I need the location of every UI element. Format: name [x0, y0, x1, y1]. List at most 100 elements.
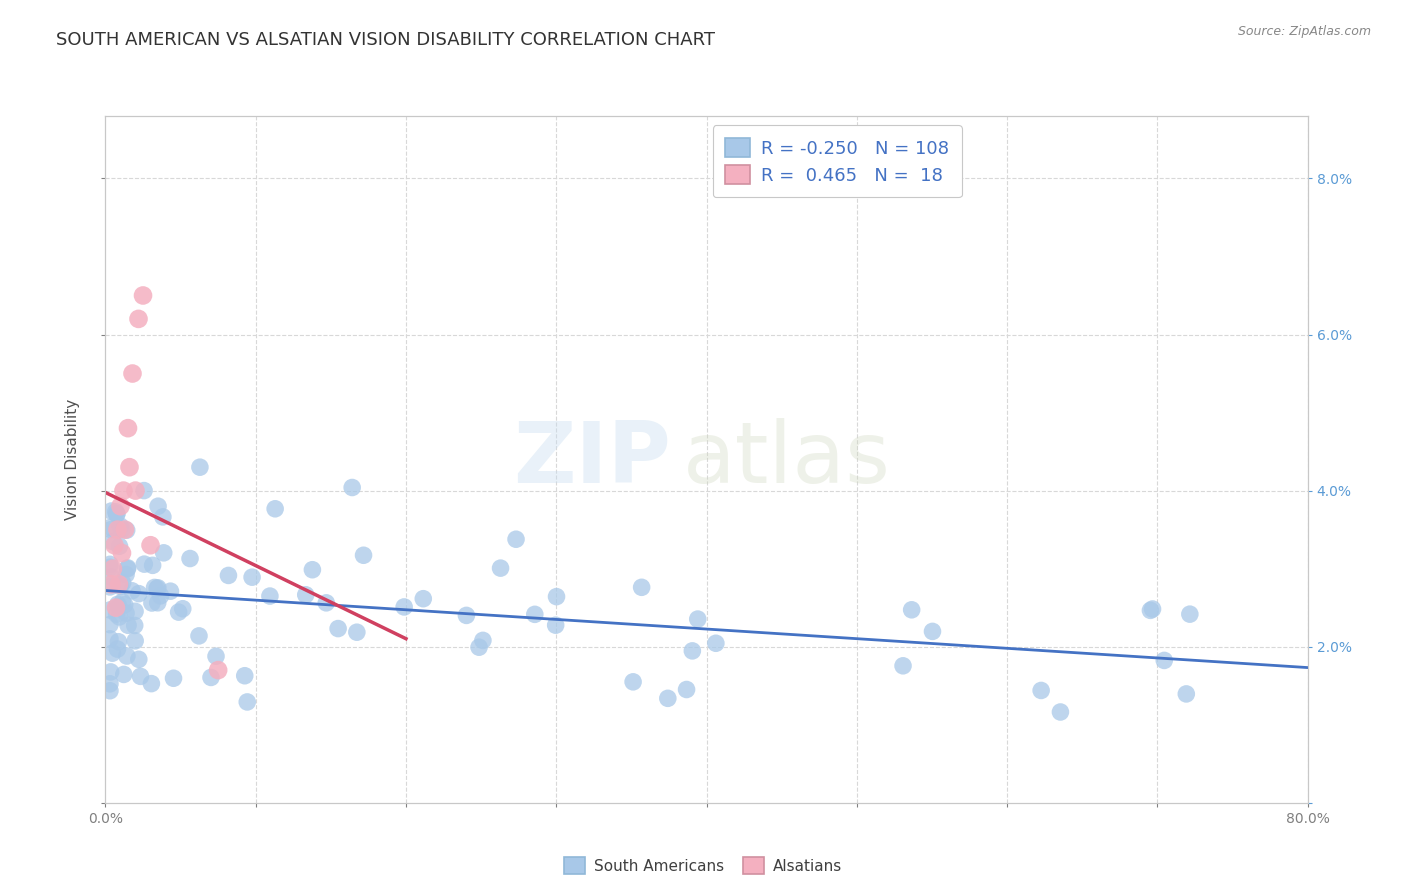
Point [412, 591, 434, 606]
Point [523, 607, 546, 622]
Point [112, 483, 135, 498]
Point [111, 595, 134, 609]
Point [124, 633, 146, 648]
Point [146, 582, 169, 596]
Y-axis label: Vision Disability: Vision Disability [65, 399, 80, 520]
Point [149, 589, 172, 603]
Point [142, 558, 165, 573]
Point [105, 607, 128, 621]
Point [315, 596, 337, 610]
Point [172, 601, 194, 615]
Point [101, 646, 124, 660]
Point [108, 610, 131, 624]
Point [101, 562, 124, 576]
Point [167, 605, 190, 619]
Point [98, 617, 121, 632]
Point [107, 597, 129, 611]
Point [100, 523, 122, 537]
Point [456, 608, 478, 623]
Point [675, 682, 697, 697]
Point [107, 634, 129, 648]
Point [103, 538, 125, 552]
Point [188, 629, 211, 643]
Point [143, 581, 166, 595]
Point [392, 599, 415, 614]
Point [340, 481, 363, 495]
Point [112, 667, 135, 681]
Point [117, 421, 139, 435]
Point [468, 640, 491, 655]
Point [105, 507, 128, 521]
Point [124, 618, 146, 632]
Point [1029, 683, 1052, 698]
Point [159, 584, 181, 599]
Point [188, 460, 211, 475]
Point [98, 603, 121, 617]
Point [544, 618, 567, 632]
Point [301, 563, 323, 577]
Point [108, 577, 131, 591]
Point [146, 500, 169, 514]
Point [152, 546, 174, 560]
Point [205, 649, 228, 664]
Point [98, 683, 121, 698]
Point [115, 567, 138, 582]
Point [118, 460, 141, 475]
Legend: South Americans, Alsatians: South Americans, Alsatians [558, 851, 848, 880]
Point [139, 538, 162, 552]
Point [105, 508, 128, 522]
Point [98, 677, 121, 691]
Point [1175, 687, 1198, 701]
Point [152, 509, 174, 524]
Point [111, 546, 134, 560]
Text: Source: ZipAtlas.com: Source: ZipAtlas.com [1237, 25, 1371, 38]
Point [132, 483, 155, 498]
Point [110, 519, 132, 533]
Point [264, 501, 287, 516]
Point [128, 587, 150, 601]
Point [114, 523, 136, 537]
Point [117, 561, 139, 575]
Point [921, 624, 943, 639]
Text: SOUTH AMERICAN VS ALSATIAN VISION DISABILITY CORRELATION CHART: SOUTH AMERICAN VS ALSATIAN VISION DISABI… [56, 31, 716, 49]
Point [104, 600, 127, 615]
Point [100, 570, 122, 584]
Point [217, 568, 239, 582]
Text: atlas: atlas [682, 417, 890, 501]
Point [1049, 705, 1071, 719]
Point [141, 676, 163, 690]
Point [259, 589, 281, 603]
Point [1153, 653, 1175, 667]
Point [129, 669, 152, 683]
Point [236, 695, 259, 709]
Point [891, 658, 914, 673]
Point [98, 580, 121, 594]
Point [98, 558, 121, 572]
Point [100, 504, 122, 518]
Point [657, 691, 679, 706]
Point [104, 505, 127, 519]
Point [121, 583, 143, 598]
Point [100, 577, 122, 591]
Point [107, 599, 129, 614]
Point [326, 622, 349, 636]
Point [117, 618, 139, 632]
Point [98, 632, 121, 646]
Point [124, 604, 146, 618]
Point [128, 312, 150, 326]
Point [240, 570, 263, 584]
Legend: R = -0.250   N = 108, R =  0.465   N =  18: R = -0.250 N = 108, R = 0.465 N = 18 [713, 125, 962, 197]
Point [1178, 607, 1201, 622]
Point [1139, 603, 1161, 617]
Point [100, 520, 122, 534]
Point [111, 522, 134, 536]
Point [353, 548, 375, 562]
Point [128, 652, 150, 666]
Point [505, 533, 527, 547]
Point [124, 483, 146, 498]
Point [621, 674, 644, 689]
Point [179, 551, 201, 566]
Point [101, 534, 124, 549]
Point [115, 606, 138, 620]
Point [98, 560, 121, 574]
